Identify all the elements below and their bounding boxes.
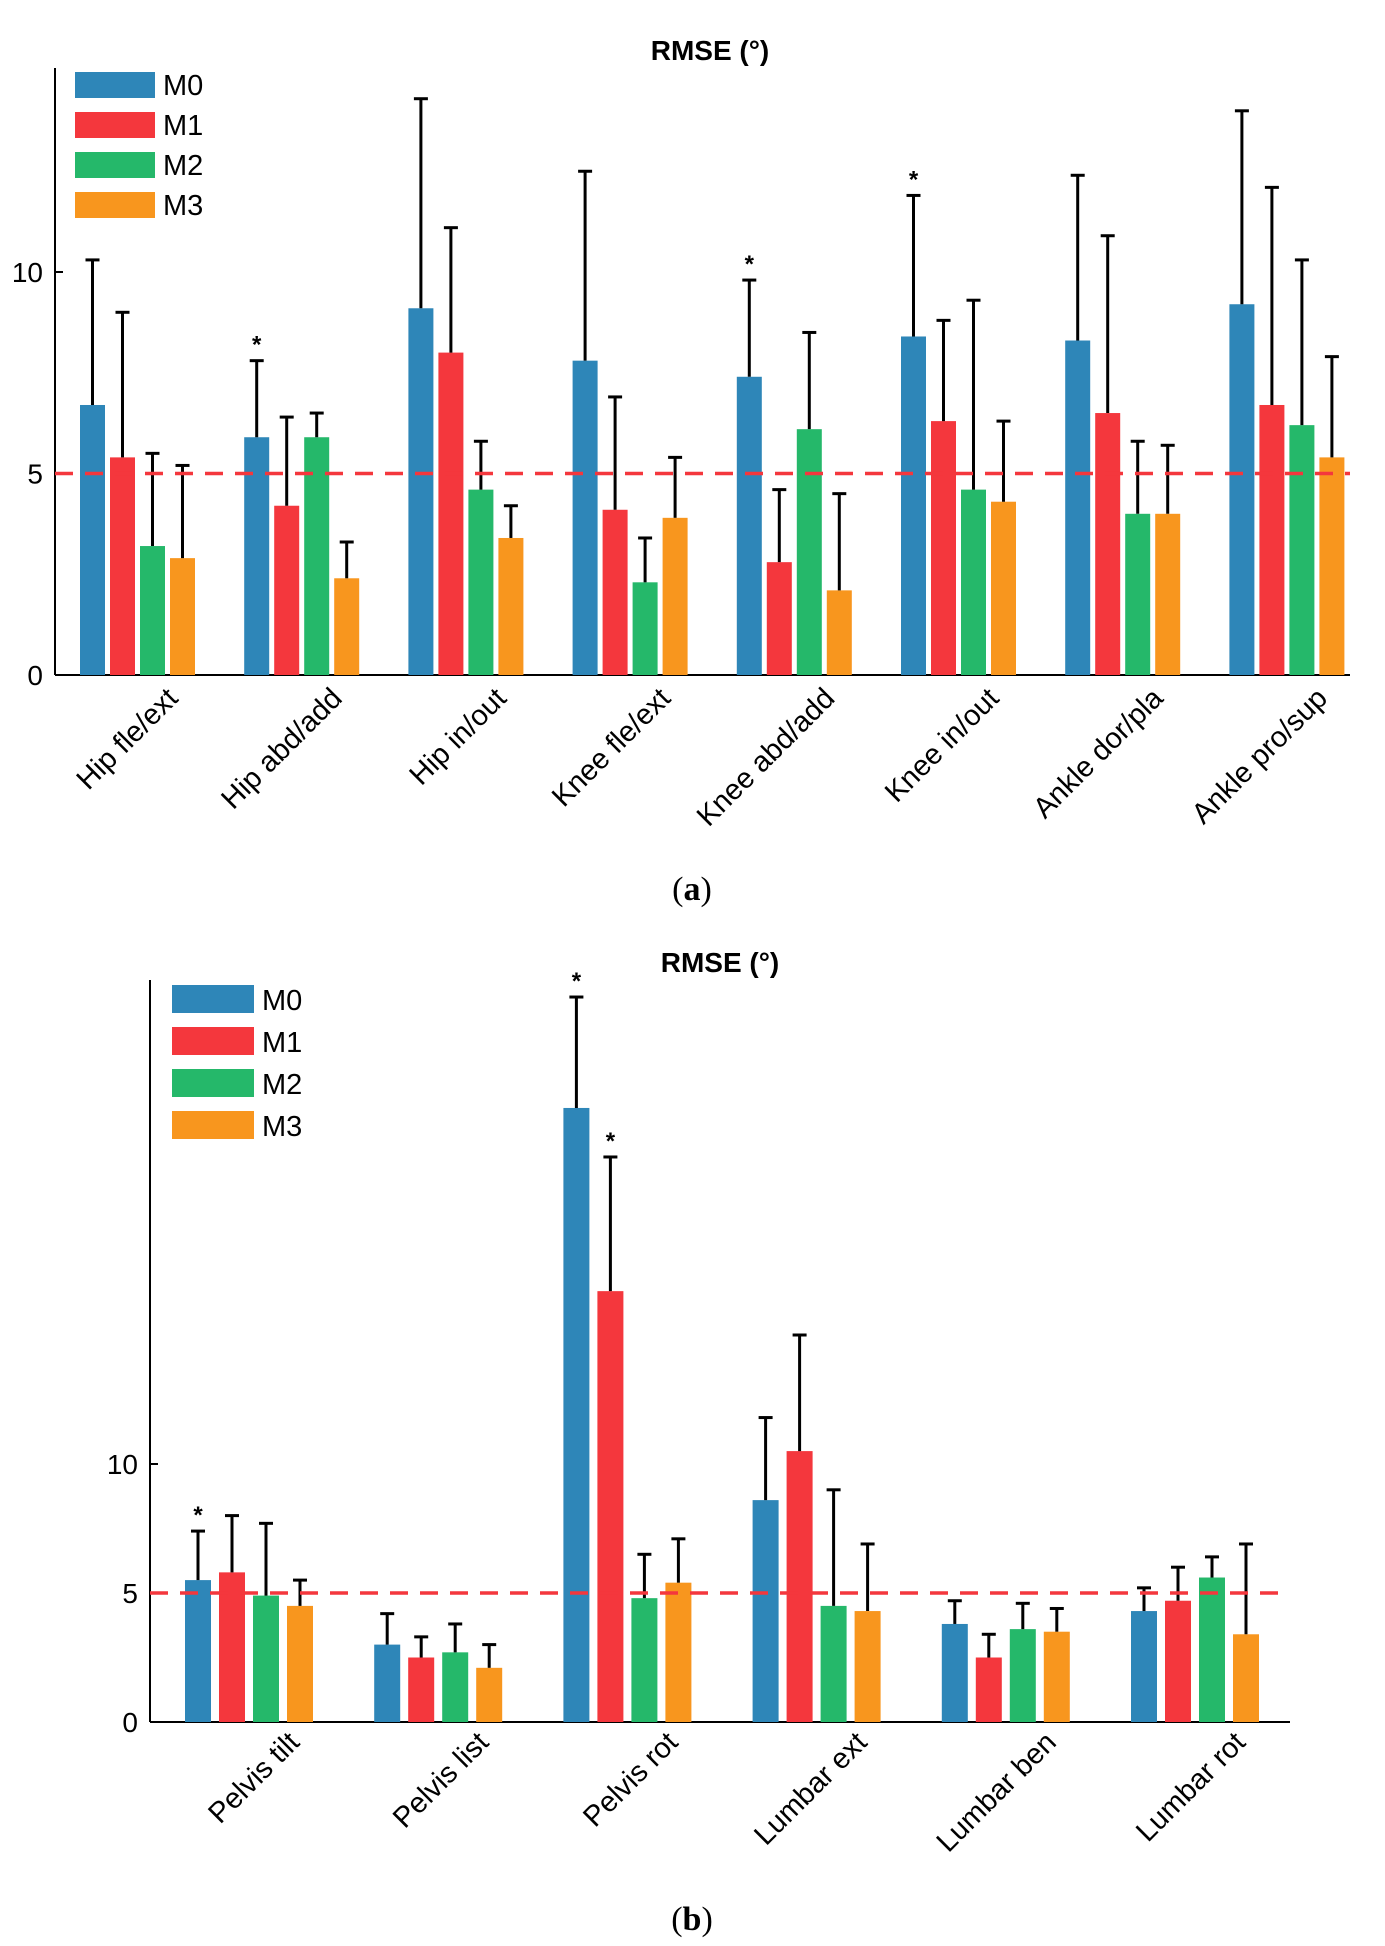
significance-marker: * [193, 1502, 203, 1529]
bar-m3 [476, 1667, 503, 1722]
y-tick-label: 0 [27, 660, 43, 691]
legend-swatch [172, 1111, 254, 1139]
bar-m1 [1095, 413, 1121, 675]
y-tick-label: 10 [107, 1449, 138, 1480]
significance-marker: * [909, 166, 919, 193]
bar-m2 [820, 1605, 847, 1722]
bar-m1 [110, 457, 135, 675]
caption-a: (a) [672, 871, 712, 908]
bar-m1 [602, 509, 628, 675]
legend-label: M3 [262, 1111, 302, 1143]
bar-m0 [901, 336, 926, 675]
bar-m2 [442, 1652, 469, 1722]
bar-m1 [438, 352, 464, 675]
bar-m3 [826, 590, 852, 675]
bar-m2 [1009, 1629, 1036, 1722]
legend-label: M2 [163, 150, 203, 182]
bar-m2 [631, 1598, 658, 1722]
bar-m0 [941, 1623, 968, 1722]
legend-label: M1 [262, 1027, 302, 1059]
legend-label: M2 [262, 1069, 302, 1101]
bar-m1 [931, 421, 956, 675]
bar-m0 [572, 360, 598, 675]
bar-m1 [786, 1451, 813, 1722]
bar-m1 [975, 1657, 1002, 1722]
bar-m3 [1233, 1634, 1259, 1722]
bar-m0 [752, 1500, 779, 1722]
legend-swatch [75, 72, 155, 98]
bar-m2 [632, 582, 658, 675]
y-tick-label: 5 [122, 1578, 138, 1609]
bar-m2 [1125, 513, 1151, 675]
legend-label: M3 [163, 190, 203, 222]
bar-m2 [1199, 1577, 1225, 1722]
bar-m2 [140, 546, 165, 675]
bar-m1 [219, 1572, 245, 1722]
bar-m1 [766, 562, 792, 675]
significance-marker: * [252, 332, 262, 359]
bar-m0 [736, 376, 762, 675]
legend-swatch [172, 1027, 254, 1055]
bar-m0 [1065, 340, 1091, 675]
bar-m0 [244, 437, 270, 675]
bar-m0 [185, 1580, 211, 1722]
y-tick-label: 0 [122, 1707, 138, 1738]
bar-m0 [563, 1107, 590, 1722]
bar-m0 [80, 404, 105, 675]
bar-m3 [334, 578, 360, 675]
bar-m3 [287, 1605, 313, 1722]
bar-m1 [408, 1657, 435, 1722]
bar-m0 [1131, 1611, 1157, 1722]
y-tick-label: 10 [12, 257, 43, 288]
legend-swatch [172, 985, 254, 1013]
bar-m1 [274, 505, 300, 675]
legend-swatch [172, 1069, 254, 1097]
bar-m1 [1165, 1600, 1191, 1722]
caption-b: (b) [671, 1901, 713, 1938]
bar-m2 [468, 489, 494, 675]
bar-m1 [1259, 404, 1285, 675]
legend-swatch [75, 192, 155, 218]
bar-m3 [662, 517, 688, 675]
bar-m3 [170, 558, 195, 675]
bar-m0 [408, 308, 434, 675]
bar-m0 [1229, 304, 1255, 675]
legend-label: M1 [163, 110, 203, 142]
legend-label: M0 [163, 70, 203, 102]
significance-marker: * [572, 968, 582, 995]
bar-m3 [498, 537, 524, 675]
chart-title: RMSE (°) [651, 35, 770, 66]
bar-m3 [1319, 457, 1345, 675]
bar-m3 [1043, 1631, 1070, 1722]
legend-swatch [75, 152, 155, 178]
significance-marker: * [745, 251, 755, 278]
bar-m2 [304, 437, 330, 675]
bar-m3 [1155, 513, 1181, 675]
y-tick-label: 5 [27, 459, 43, 490]
bar-m3 [854, 1611, 881, 1722]
bar-m3 [665, 1582, 692, 1722]
bar-m2 [961, 489, 986, 675]
bar-m2 [1289, 425, 1315, 675]
legend-label: M0 [262, 985, 302, 1017]
significance-marker: * [606, 1128, 616, 1155]
bar-m2 [796, 429, 822, 675]
bar-m0 [374, 1644, 401, 1722]
bar-m3 [991, 501, 1016, 675]
chart-title: RMSE (°) [661, 947, 780, 978]
bar-m2 [253, 1595, 279, 1722]
legend-swatch [75, 112, 155, 138]
bar-m1 [597, 1291, 624, 1722]
